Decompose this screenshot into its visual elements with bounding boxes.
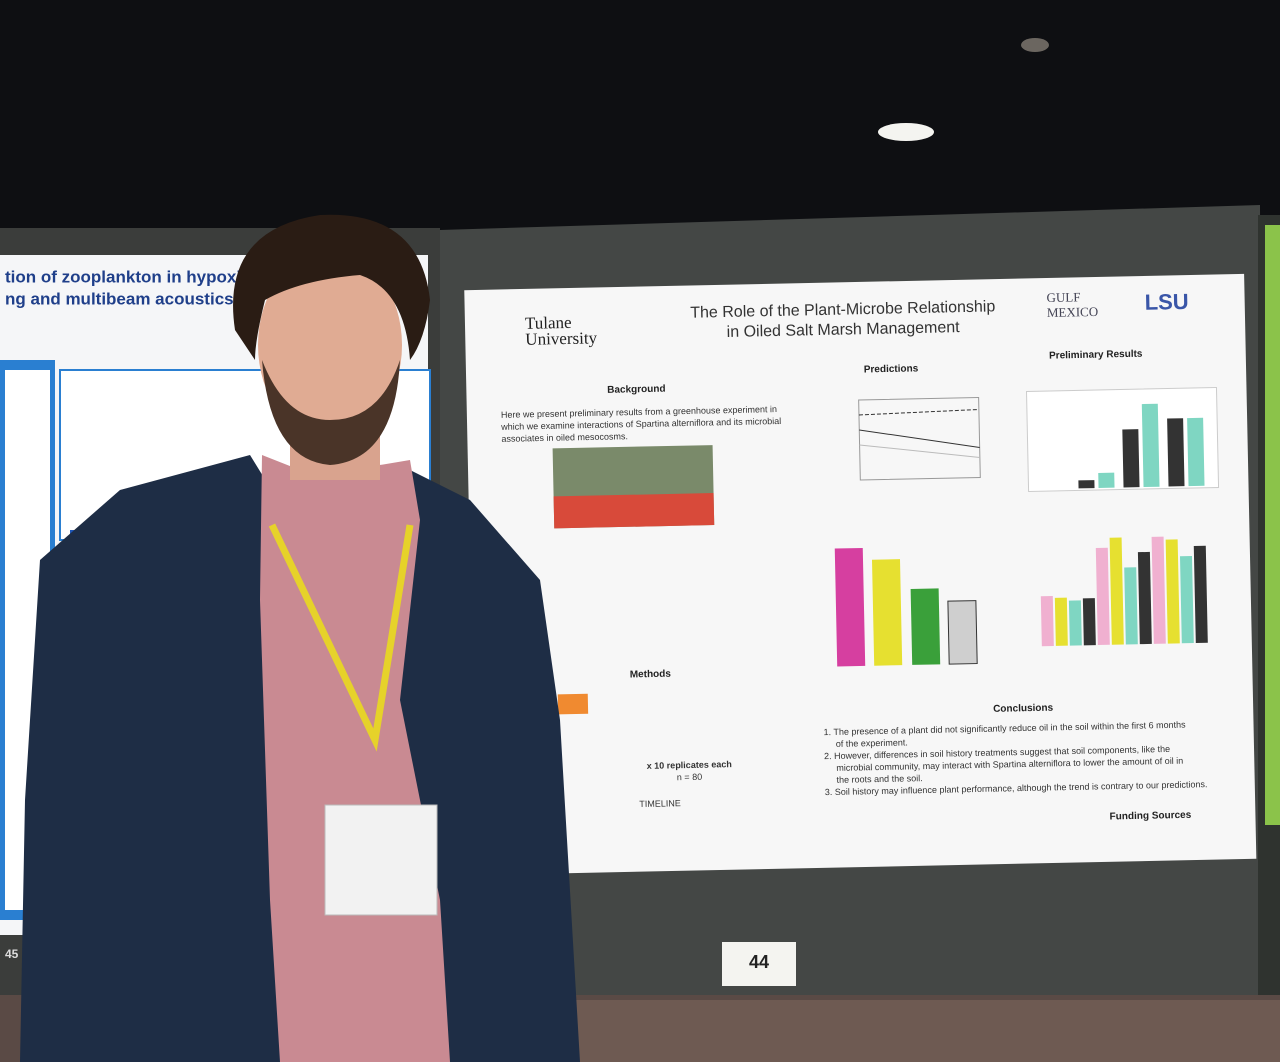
result-bar	[1124, 567, 1138, 645]
methods-text: TIMELINE	[639, 798, 681, 809]
badge	[324, 804, 438, 916]
result-bar	[1165, 539, 1180, 644]
result-bar	[1167, 418, 1185, 487]
poster-title: in Oiled Salt Marsh Management	[727, 319, 961, 341]
poster: Tulane University The Role of the Plant-…	[464, 273, 1257, 876]
performance-bar	[910, 588, 941, 665]
logo-gulf: MEXICO	[1047, 304, 1099, 320]
methods-table	[557, 693, 589, 715]
result-bar	[1082, 598, 1096, 646]
performance-bar	[834, 547, 866, 667]
result-bar	[1095, 547, 1110, 646]
left-poster-title: tion of zooplankton in hypoxic w	[5, 267, 269, 286]
result-bar	[1179, 556, 1194, 644]
methods-text: n = 80	[677, 772, 702, 783]
conclusion-line: of the experiment.	[836, 737, 908, 749]
background-text: associates in oiled mesocosms.	[501, 431, 628, 444]
methods-text: x 10 replicates each	[647, 759, 732, 771]
result-bar	[1068, 600, 1082, 646]
ceiling	[0, 0, 1280, 240]
right-poster	[1265, 225, 1280, 825]
result-bar	[1141, 403, 1160, 488]
greenhouse-pots	[553, 493, 715, 529]
section-heading: Preliminary Results	[1049, 349, 1143, 362]
results-bars-2	[1040, 536, 1208, 647]
hair	[233, 214, 430, 360]
conclusion-line: the roots and the soil.	[836, 773, 922, 785]
lanyard	[268, 523, 414, 752]
result-bar	[1193, 545, 1208, 643]
logo-gulf: GULF	[1046, 289, 1080, 305]
section-heading: Funding Sources	[1109, 810, 1191, 823]
prediction-line	[859, 429, 980, 448]
result-bar	[1187, 417, 1205, 487]
result-bar	[1054, 597, 1068, 646]
poster-title: The Role of the Plant-Microbe Relationsh…	[690, 298, 995, 321]
result-bar	[1109, 537, 1124, 645]
section-heading: Methods	[630, 669, 672, 681]
ceiling-fixture	[1021, 38, 1049, 52]
left-poster-title: ng and multibeam acoustics	[5, 289, 234, 308]
result-bar	[1122, 429, 1140, 488]
person	[20, 214, 580, 1062]
performance-bar	[947, 600, 978, 665]
section-heading: Background	[607, 384, 666, 396]
section-heading: Predictions	[864, 363, 919, 375]
prediction-line	[859, 444, 980, 458]
result-bar	[1151, 536, 1166, 644]
face	[258, 250, 402, 440]
poster-number: 44	[749, 952, 769, 972]
prediction-line	[858, 408, 979, 416]
logo-tulane: University	[525, 328, 598, 349]
logo-lsu: LSU	[1144, 289, 1189, 315]
logo-tulane: Tulane	[525, 313, 572, 333]
left-poster-number: 45	[5, 947, 19, 961]
carpet-pattern	[560, 1000, 1280, 1062]
result-bar	[1137, 551, 1152, 645]
result-bar	[1040, 595, 1054, 647]
poster-number-sign	[722, 942, 796, 986]
prediction-plot	[858, 396, 981, 481]
performance-bar	[871, 559, 903, 666]
result-bar	[1098, 472, 1115, 488]
ceiling-light	[878, 123, 934, 141]
section-heading: Conclusions	[993, 703, 1054, 715]
result-bar	[1078, 480, 1095, 489]
beard	[262, 360, 400, 465]
